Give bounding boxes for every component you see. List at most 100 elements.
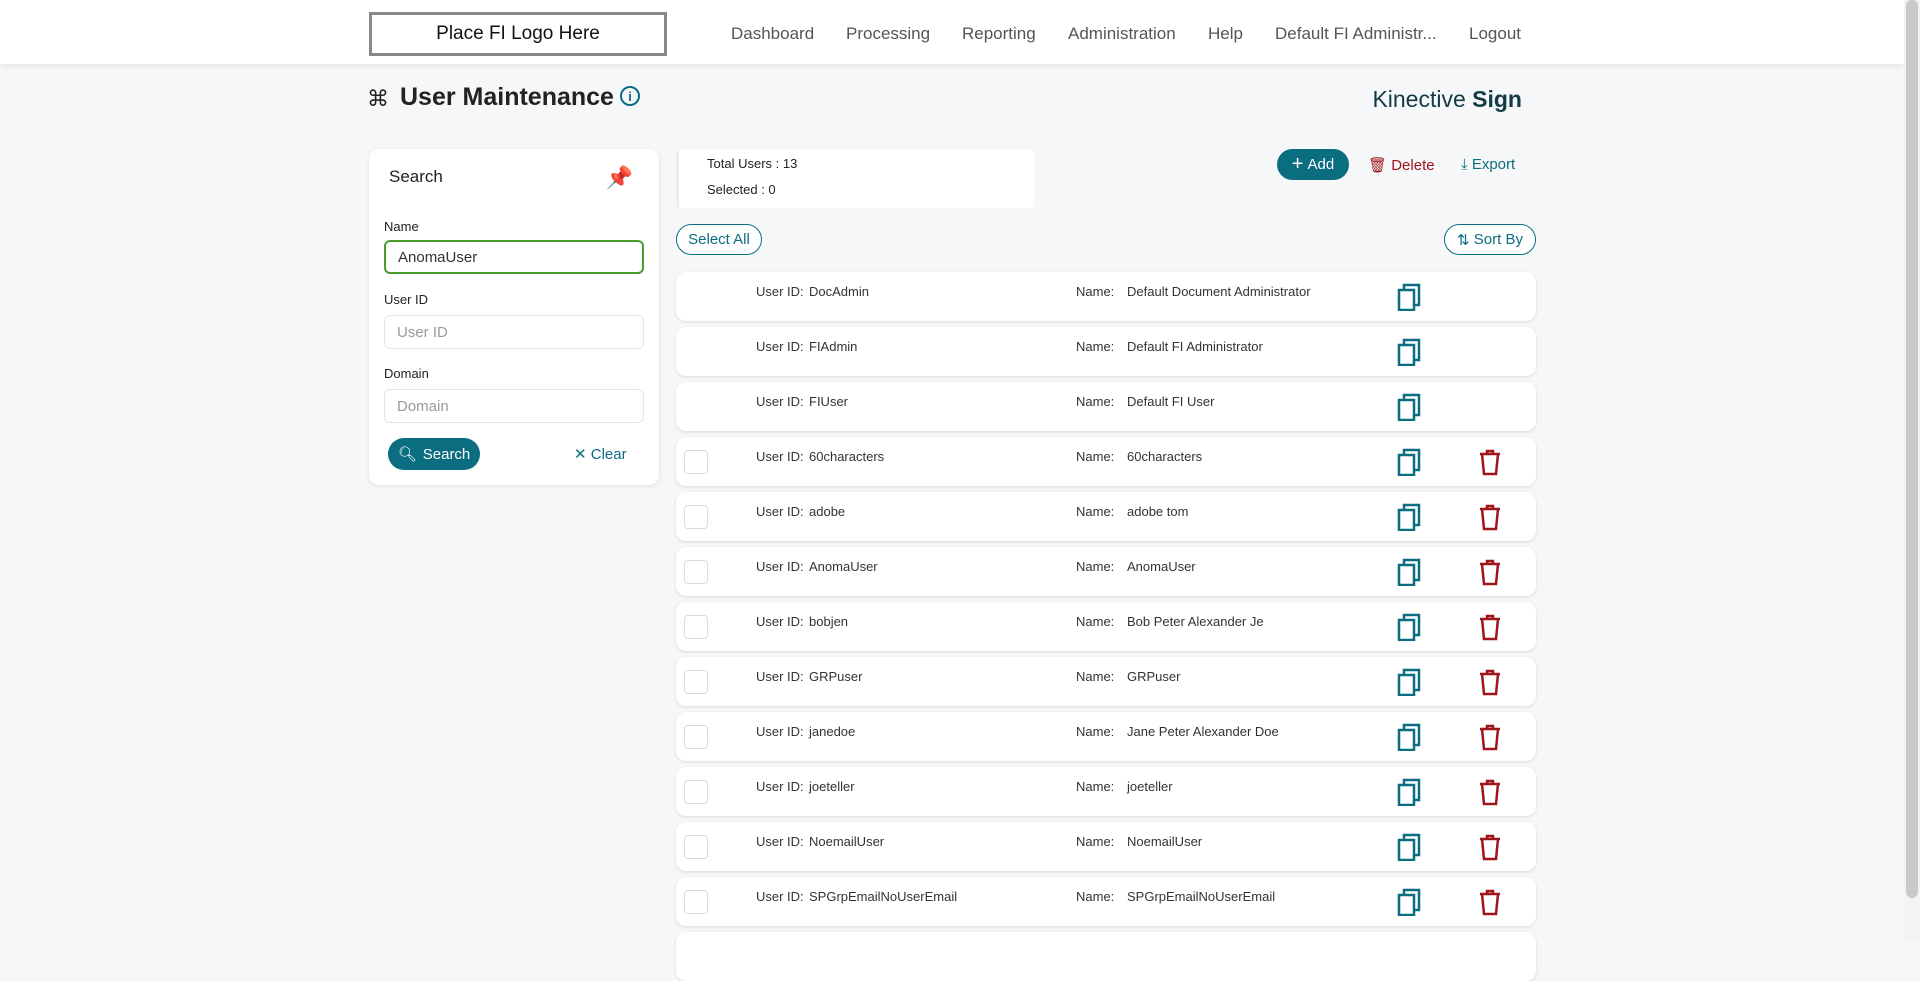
brand-bold: Sign xyxy=(1472,86,1522,112)
clear-button[interactable]: ✕ Clear xyxy=(574,445,627,463)
user-id-label: User ID: xyxy=(756,394,804,409)
trash-icon[interactable] xyxy=(1478,558,1502,586)
nav-reporting[interactable]: Reporting xyxy=(962,24,1036,43)
user-id-label: User ID: xyxy=(756,834,804,849)
nav-help[interactable]: Help xyxy=(1208,24,1243,43)
trash-icon: 🗑︎ xyxy=(1368,157,1388,174)
name-value: Default FI User xyxy=(1127,394,1215,409)
pin-icon[interactable]: 📌 xyxy=(605,165,633,190)
user-id-label: User ID: xyxy=(756,779,804,794)
nav-user-menu[interactable]: Default FI Administr... xyxy=(1275,24,1437,43)
row-checkbox[interactable] xyxy=(684,670,708,694)
list-item[interactable]: User ID: adobe Name: adobe tom xyxy=(676,492,1536,541)
total-users: Total Users : 13 xyxy=(707,156,798,171)
user-id-value: SPGrpEmailNoUserEmail xyxy=(809,889,958,904)
name-value: adobe tom xyxy=(1127,504,1189,519)
trash-icon[interactable] xyxy=(1478,888,1502,916)
name-input[interactable] xyxy=(384,240,644,274)
trash-icon[interactable] xyxy=(1478,503,1502,531)
trash-icon[interactable] xyxy=(1478,723,1502,751)
row-checkbox[interactable] xyxy=(684,560,708,584)
search-button[interactable]: 🔍︎ Search xyxy=(388,438,480,470)
copy-icon[interactable] xyxy=(1396,448,1422,477)
row-checkbox[interactable] xyxy=(684,835,708,859)
copy-icon[interactable] xyxy=(1396,338,1422,367)
nav-processing[interactable]: Processing xyxy=(846,24,931,43)
nav-dashboard[interactable]: Dashboard xyxy=(731,24,815,43)
nav-administration[interactable]: Administration xyxy=(1068,24,1176,43)
info-icon[interactable]: i xyxy=(620,86,640,106)
search-panel: Search 📌 Name User ID Domain 🔍︎ Search ✕ … xyxy=(369,149,659,485)
list-item[interactable]: User ID: bobjen Name: Bob Peter Alexande… xyxy=(676,602,1536,651)
delete-button[interactable]: 🗑︎ Delete xyxy=(1368,156,1435,174)
list-item[interactable]: User ID: FIUser Name: Default FI User xyxy=(676,382,1536,431)
add-button[interactable]: + Add xyxy=(1277,149,1349,180)
copy-icon[interactable] xyxy=(1396,833,1422,862)
list-item[interactable]: User ID: SPGrpEmailNoUserEmail Name: SPG… xyxy=(676,877,1536,926)
export-button[interactable]: ⤓ Export xyxy=(1461,156,1515,173)
list-item[interactable]: User ID: DocAdmin Name: Default Document… xyxy=(676,272,1536,321)
user-id-value: FIAdmin xyxy=(809,339,858,354)
name-label: Name xyxy=(384,219,419,234)
copy-icon[interactable] xyxy=(1396,503,1422,532)
trash-icon[interactable] xyxy=(1478,668,1502,696)
name-label: Name: xyxy=(1076,614,1115,629)
list-item[interactable]: User ID: janedoe Name: Jane Peter Alexan… xyxy=(676,712,1536,761)
name-value: NoemailUser xyxy=(1127,834,1203,849)
sort-by-button[interactable]: ⇅ Sort By xyxy=(1444,224,1536,255)
row-checkbox[interactable] xyxy=(684,890,708,914)
row-checkbox[interactable] xyxy=(684,615,708,639)
copy-icon[interactable] xyxy=(1396,668,1422,697)
name-label: Name: xyxy=(1076,669,1115,684)
domain-input[interactable] xyxy=(384,389,644,423)
export-label: Export xyxy=(1471,156,1516,173)
list-item[interactable]: User ID: joeteller Name: joeteller xyxy=(676,767,1536,816)
list-item[interactable]: User ID: GRPuser Name: GRPuser xyxy=(676,657,1536,706)
list-item xyxy=(676,932,1536,981)
logo-placeholder[interactable]: Place FI Logo Here xyxy=(369,12,667,56)
row-checkbox[interactable] xyxy=(684,780,708,804)
search-panel-title: Search xyxy=(389,167,443,186)
scrollbar-thumb[interactable] xyxy=(1906,0,1918,898)
trash-icon[interactable] xyxy=(1478,833,1502,861)
list-item[interactable]: User ID: NoemailUser Name: NoemailUser xyxy=(676,822,1536,871)
copy-icon[interactable] xyxy=(1396,613,1422,642)
copy-icon[interactable] xyxy=(1396,558,1422,587)
name-label: Name: xyxy=(1076,724,1115,739)
user-id-value: janedoe xyxy=(809,724,856,739)
userid-input[interactable] xyxy=(384,315,644,349)
name-value: AnomaUser xyxy=(1127,559,1196,574)
row-checkbox[interactable] xyxy=(684,505,708,529)
name-label: Name: xyxy=(1076,449,1115,464)
list-item[interactable]: User ID: FIAdmin Name: Default FI Admini… xyxy=(676,327,1536,376)
copy-icon[interactable] xyxy=(1396,283,1422,312)
copy-icon[interactable] xyxy=(1396,723,1422,752)
copy-icon[interactable] xyxy=(1396,393,1422,422)
copy-icon[interactable] xyxy=(1396,888,1422,917)
page-title: User Maintenance xyxy=(400,83,614,111)
top-nav-bar: Place FI Logo Here Dashboard Processing … xyxy=(0,0,1904,64)
name-value: 60characters xyxy=(1127,449,1203,464)
row-checkbox[interactable] xyxy=(684,450,708,474)
user-id-label: User ID: xyxy=(756,449,804,464)
user-id-value: DocAdmin xyxy=(809,284,869,299)
list-item[interactable]: User ID: 60characters Name: 60characters xyxy=(676,437,1536,486)
clear-button-label: Clear xyxy=(590,446,627,463)
close-icon: ✕ xyxy=(574,446,587,463)
name-label: Name: xyxy=(1076,889,1115,904)
nav-logout[interactable]: Logout xyxy=(1469,24,1521,43)
copy-icon[interactable] xyxy=(1396,778,1422,807)
select-all-button[interactable]: Select All xyxy=(676,224,762,255)
trash-icon[interactable] xyxy=(1478,778,1502,806)
user-id-value: NoemailUser xyxy=(809,834,885,849)
sort-icon: ⇅ xyxy=(1457,231,1470,249)
name-value: Default Document Administrator xyxy=(1127,284,1311,299)
list-item[interactable]: User ID: AnomaUser Name: AnomaUser xyxy=(676,547,1536,596)
row-checkbox[interactable] xyxy=(684,725,708,749)
name-label: Name: xyxy=(1076,779,1115,794)
user-id-label: User ID: xyxy=(756,559,804,574)
user-id-label: User ID: xyxy=(756,724,804,739)
trash-icon[interactable] xyxy=(1478,613,1502,641)
trash-icon[interactable] xyxy=(1478,448,1502,476)
scrollbar[interactable] xyxy=(1904,0,1920,941)
